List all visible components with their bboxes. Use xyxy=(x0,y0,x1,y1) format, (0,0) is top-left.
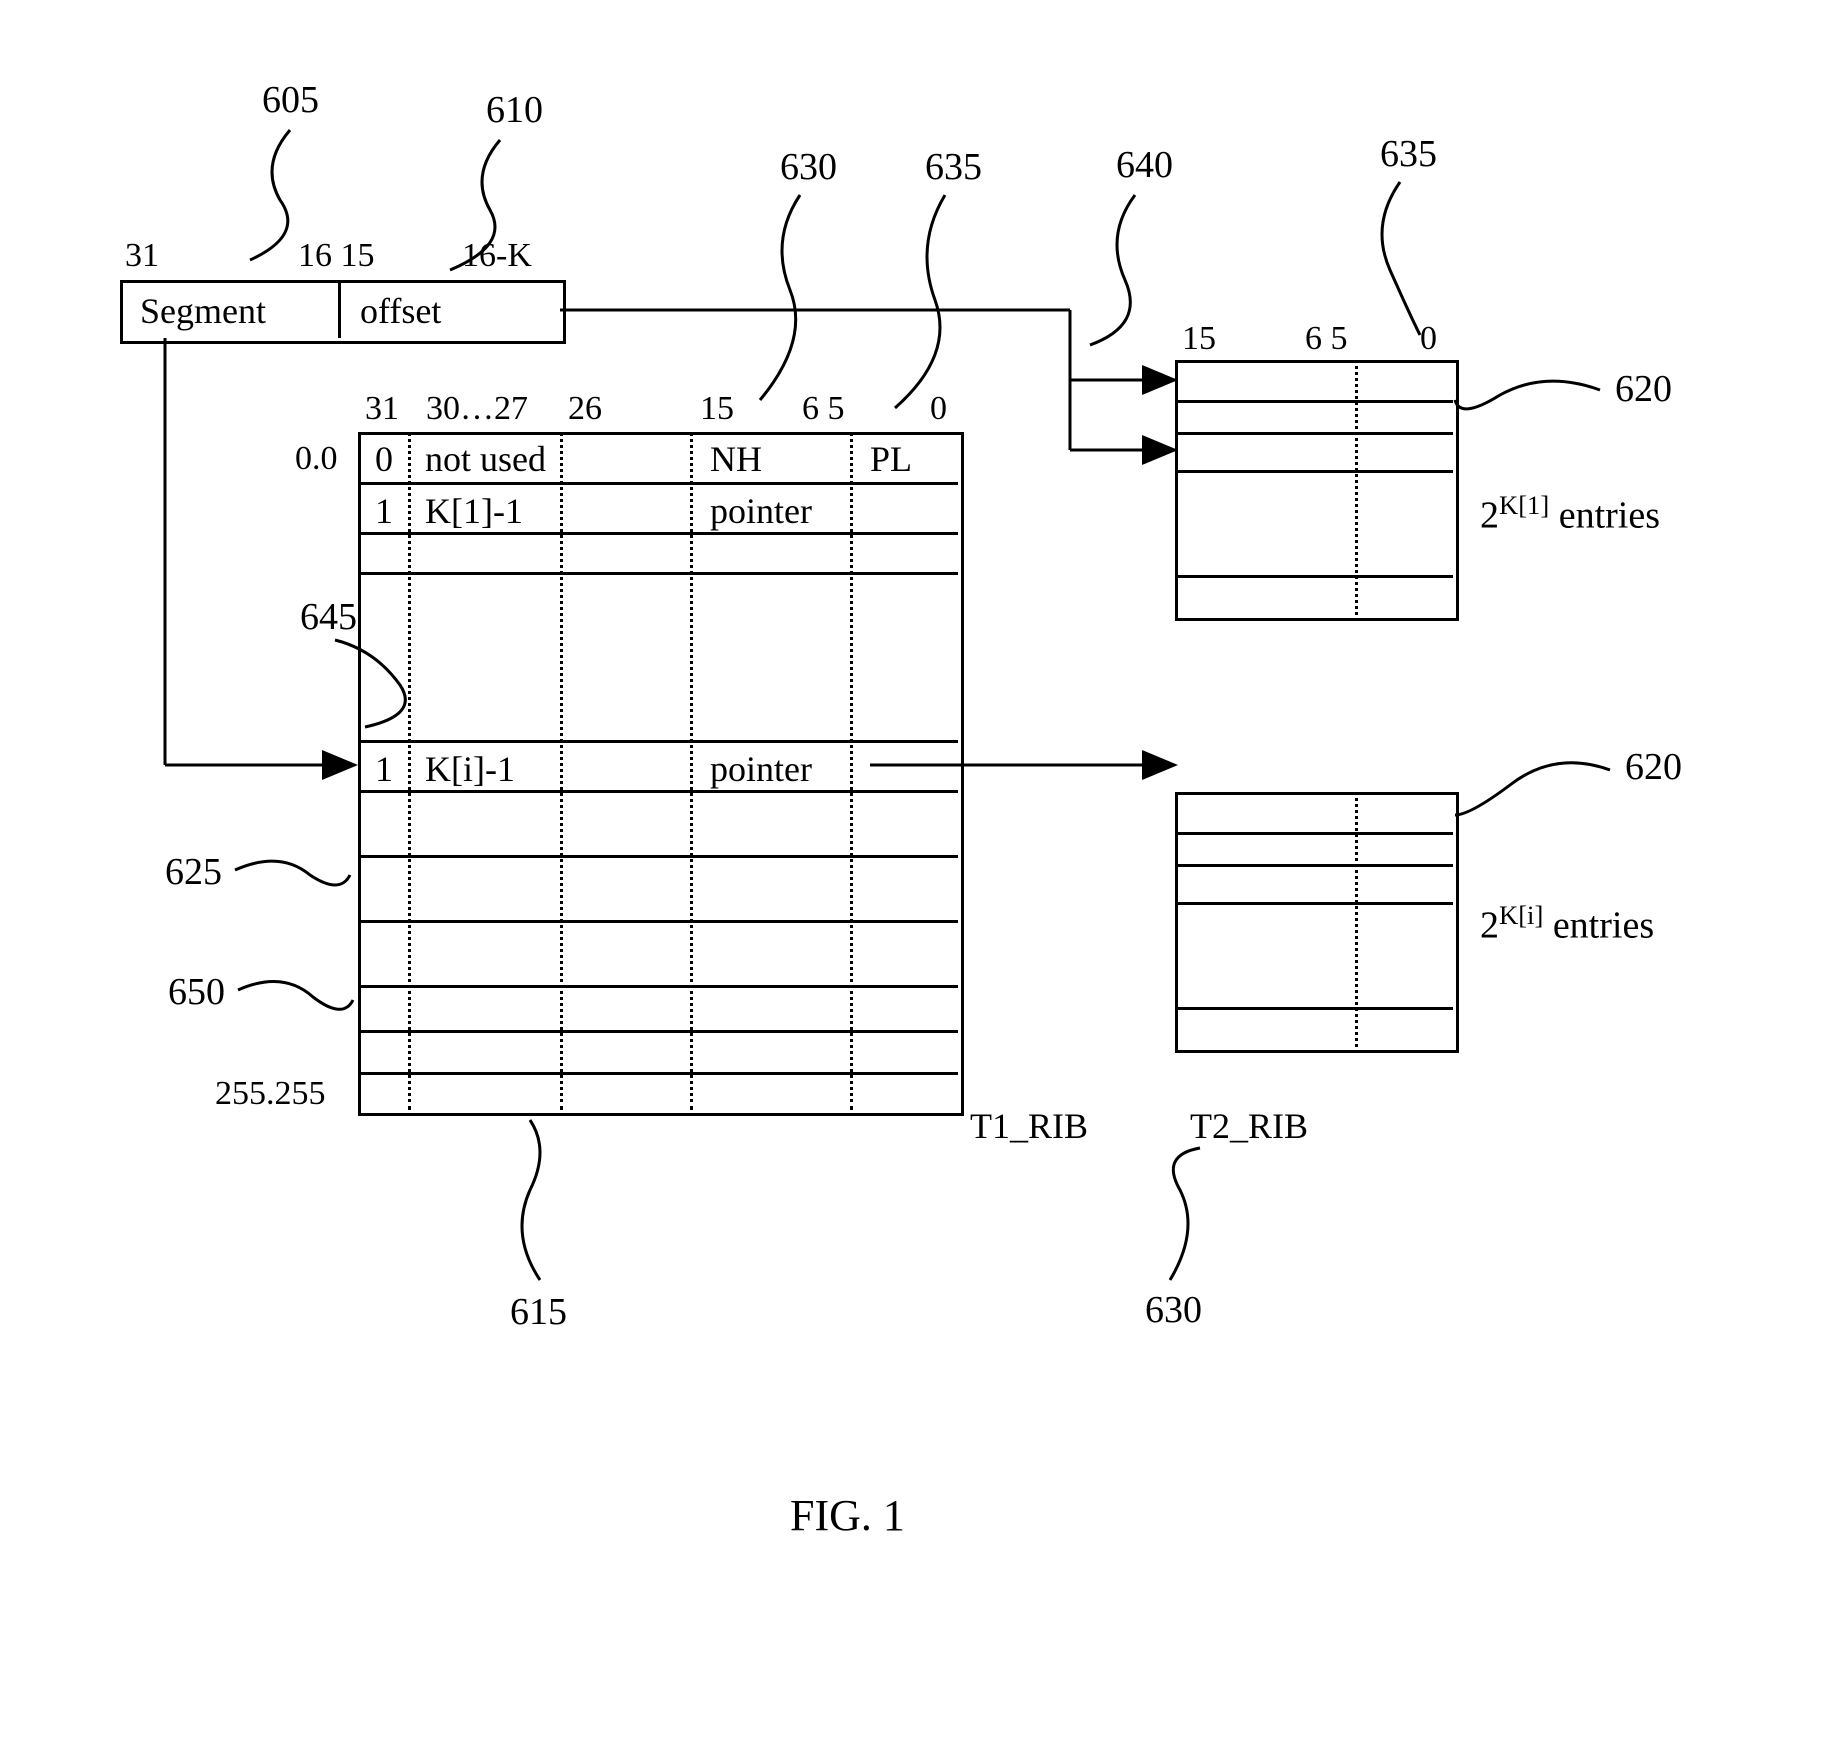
bit-1615-addr: 16 15 xyxy=(298,237,375,275)
ref-630: 630 xyxy=(780,145,837,189)
t2b-h3 xyxy=(1175,902,1453,905)
ref-635-right: 635 xyxy=(1380,132,1437,176)
addr-divider xyxy=(338,280,341,338)
t1-h7 xyxy=(358,1030,958,1033)
t1-r0c0: 0 xyxy=(375,438,393,480)
ref-630-bot: 630 xyxy=(1145,1288,1202,1332)
t1-r1c1: K[1]-1 xyxy=(425,490,523,532)
t2t-h2 xyxy=(1175,432,1453,435)
offset-text: offset xyxy=(360,290,441,332)
ref-640: 640 xyxy=(1116,143,1173,187)
t1-rmc0: 1 xyxy=(375,748,393,790)
t2t-h4 xyxy=(1175,575,1453,578)
ref-650: 650 xyxy=(168,970,225,1014)
t2t-h3 xyxy=(1175,470,1453,473)
figure-label: FIG. 1 xyxy=(790,1490,905,1541)
t2b-h4 xyxy=(1175,1007,1453,1010)
t2t-bit-0: 0 xyxy=(1420,320,1437,358)
t1-row-255: 255.255 xyxy=(215,1075,326,1113)
t1-r0c1: not used xyxy=(425,438,546,480)
ref-645: 645 xyxy=(300,595,357,639)
t1-bit-65: 6 5 xyxy=(802,390,845,428)
t1-h4 xyxy=(358,855,958,858)
t2b-entries: 2K[i] entries xyxy=(1480,900,1654,948)
t1-bit-31: 31 xyxy=(365,390,399,428)
t1-r1c0: 1 xyxy=(375,490,393,532)
t1-h-mid-top xyxy=(358,740,958,743)
t1-bit-15: 15 xyxy=(700,390,734,428)
t1-h2 xyxy=(358,532,958,535)
t1-h6 xyxy=(358,985,958,988)
ref-605: 605 xyxy=(262,78,319,122)
ref-635: 635 xyxy=(925,145,982,189)
t1-label: T1_RIB xyxy=(970,1105,1088,1147)
t2t-bit-65: 6 5 xyxy=(1305,320,1348,358)
bit-16k-addr: 16-K xyxy=(462,237,532,275)
bit-31-addr: 31 xyxy=(125,237,159,275)
t1-h8 xyxy=(358,1072,958,1075)
t1-bit-0: 0 xyxy=(930,390,947,428)
t1-r0c2: NH xyxy=(710,438,762,480)
t1-h-mid-bot xyxy=(358,790,958,793)
t1-bit-30-27: 30…27 xyxy=(426,390,528,428)
t2t-bit-15: 15 xyxy=(1182,320,1216,358)
ref-620-top: 620 xyxy=(1615,367,1672,411)
t1-r1c2: pointer xyxy=(710,490,812,532)
ref-610: 610 xyxy=(486,88,543,132)
ref-615: 615 xyxy=(510,1290,567,1334)
t2t-entries: 2K[1] entries xyxy=(1480,490,1660,538)
ref-625: 625 xyxy=(165,850,222,894)
t1-h3 xyxy=(358,572,958,575)
segment-text: Segment xyxy=(140,290,266,332)
t2-label: T2_RIB xyxy=(1190,1105,1308,1147)
t1-r0c3: PL xyxy=(870,438,912,480)
t2b-h2 xyxy=(1175,864,1453,867)
t2b-h1 xyxy=(1175,832,1453,835)
ref-620-bot: 620 xyxy=(1625,745,1682,789)
t1-rmc1: K[i]-1 xyxy=(425,748,515,790)
t1-rmc2: pointer xyxy=(710,748,812,790)
t1-h5 xyxy=(358,920,958,923)
t1-h1 xyxy=(358,482,958,485)
t1-bit-26: 26 xyxy=(568,390,602,428)
t2t-h1 xyxy=(1175,400,1453,403)
t1-row-00: 0.0 xyxy=(295,440,338,478)
